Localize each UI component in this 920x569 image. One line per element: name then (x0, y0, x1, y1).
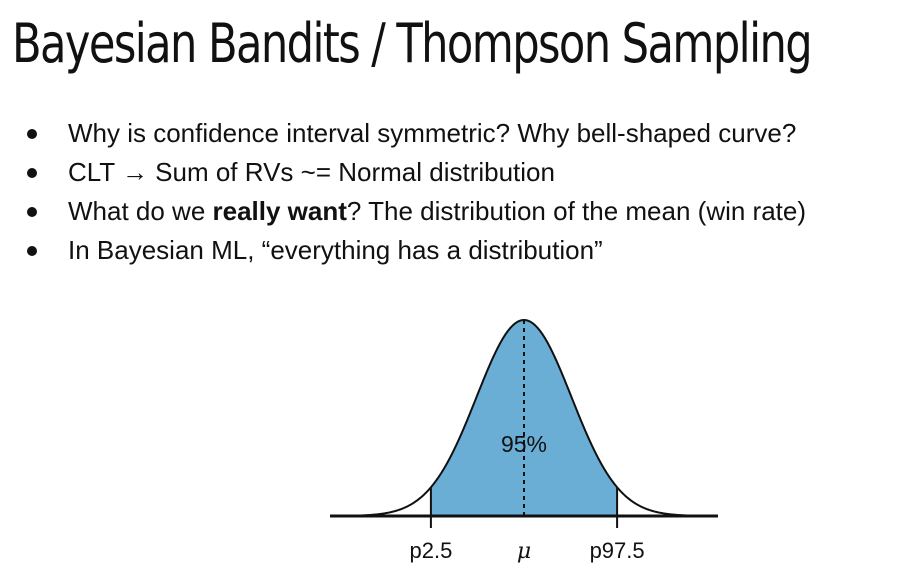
bullet-dot-icon (27, 168, 37, 178)
slide-title: Bayesian Bandits / Thompson Sampling (12, 12, 813, 75)
bullet-dot-icon (27, 207, 37, 217)
bullet-text: What do we really want? The distribution… (68, 192, 806, 231)
bullet-text: In Bayesian ML, “everything has a distri… (68, 235, 603, 265)
normal-distribution-chart: 95% p2.5 μ p97.5 (300, 300, 740, 569)
shaded-percent-label: 95% (501, 431, 547, 457)
tick-label: p2.5 (409, 538, 452, 563)
tick-label: μ (517, 539, 531, 564)
bullet-dot-icon (27, 129, 37, 139)
bullet-text-post: ? The distribution of the mean (win rate… (346, 196, 807, 226)
bullet-text: CLT → Sum of RVs ~= Normal distribution (68, 157, 555, 187)
bullet-text-pre: What do we (68, 196, 213, 226)
bullet-text-bold: really want (212, 196, 347, 226)
bullet-dot-icon (27, 246, 37, 256)
bell-curve-svg: 95% p2.5 μ p97.5 (330, 319, 718, 564)
tick-label: p97.5 (590, 538, 645, 563)
bullet-text: Why is confidence interval symmetric? Wh… (68, 118, 797, 148)
